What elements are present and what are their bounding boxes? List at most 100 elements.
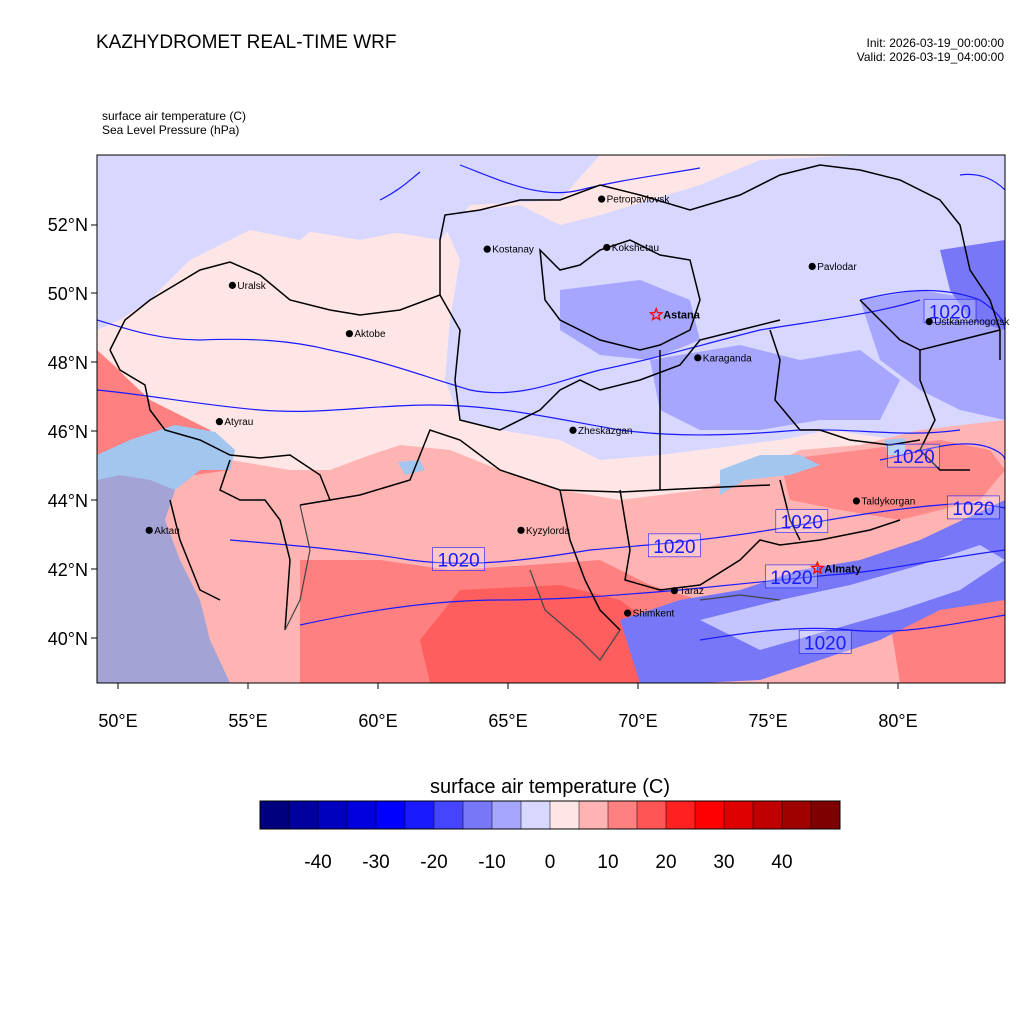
isobar-label: 1020	[770, 568, 812, 589]
city-label: Karaganda	[703, 353, 752, 364]
colorbar-swatch	[724, 801, 754, 829]
city-label: Taraz	[679, 586, 703, 597]
city-label: Taldykorgan	[861, 497, 915, 508]
colorbar-swatch	[434, 801, 464, 829]
axis-ticks	[91, 224, 899, 689]
field-temperature: surface air temperature (C)	[102, 109, 247, 123]
lon-label: 70°E	[618, 711, 657, 731]
lon-label: 50°E	[98, 711, 137, 731]
isobar-label-box	[432, 547, 485, 571]
lat-label: 52°N	[48, 215, 88, 235]
colorbar-swatch	[695, 801, 725, 829]
lon-label: 80°E	[878, 711, 917, 731]
city-dot-icon	[228, 281, 236, 289]
city-label: Almaty	[824, 563, 862, 575]
lat-label: 40°N	[48, 629, 88, 649]
city-label: Uralsk	[237, 281, 266, 292]
colorbar-tick-label: 40	[771, 852, 792, 873]
city-label: Kostanay	[492, 245, 534, 256]
colorbar-swatch	[782, 801, 812, 829]
map-title: KAZHYDROMET REAL-TIME WRF	[96, 32, 397, 53]
city-label: Aktobe	[354, 329, 386, 340]
lon-label: 75°E	[748, 711, 787, 731]
colorbar-tick-label: -20	[420, 852, 447, 873]
neighbor-borders	[284, 504, 781, 661]
colorbar-swatch	[463, 801, 493, 829]
isobar-label-box	[775, 509, 829, 534]
colorbar-swatch	[550, 801, 580, 829]
colorbar-swatch	[666, 801, 696, 829]
city-markers: Petropavlovsk Kostanay Kokshetau Pavlodar Ur…	[145, 195, 1010, 620]
colorbar-tick-label: 20	[655, 852, 676, 873]
colorbar-title: surface air temperature (C)	[429, 776, 671, 798]
isobar-label-box	[887, 443, 940, 468]
isobar-label: 1020	[929, 302, 971, 323]
city-label: Zheskazgan	[578, 426, 632, 437]
colorbar-swatch	[811, 801, 841, 829]
colorbar-swatch	[492, 801, 522, 829]
isobar-label-box	[648, 533, 701, 558]
colorbar-swatch	[521, 801, 551, 829]
field-descriptions: surface air temperature (C) Sea Level Pr…	[102, 109, 246, 137]
colorbar-swatch	[579, 801, 609, 829]
isobar-label-box	[947, 495, 1000, 520]
city-label: Ustkamenogorsk	[934, 317, 1010, 328]
isobar-label: 1020	[781, 513, 823, 534]
map-frame	[96, 154, 1006, 684]
capital-star-icon	[648, 306, 664, 322]
city-dot-icon	[569, 426, 577, 434]
colorbar-tick-labels: -40 -30 -20 -10 0 10 20 30 40	[304, 852, 792, 873]
isobar-label: 1020	[892, 447, 934, 468]
colorbar-tick-label: 0	[545, 852, 556, 873]
city-label: Pavlodar	[817, 262, 857, 273]
city-dot-icon	[598, 195, 606, 203]
city-dot-icon	[852, 497, 861, 505]
latitude-labels: 52°N 50°N 48°N 46°N 44°N 42°N 40°N	[48, 215, 88, 649]
isobar-label-box	[923, 298, 977, 323]
city-dot-icon	[925, 318, 933, 326]
colorbar-tick-label: -10	[478, 852, 505, 873]
colorbar-tick-label: 30	[713, 852, 734, 873]
isobar-label-box	[798, 630, 852, 654]
colorbar-swatch	[608, 801, 638, 829]
city-label: Astana	[663, 310, 701, 322]
city-dot-icon	[145, 526, 153, 534]
isobar-label: 1020	[952, 499, 994, 520]
init-time: Init: 2026-03-19_00:00:00	[866, 36, 1004, 50]
city-dot-icon	[670, 587, 679, 595]
city-dot-icon	[808, 262, 816, 270]
valid-time: Valid: 2026-03-19_04:00:00	[856, 50, 1004, 64]
colorbar-swatch	[405, 801, 435, 829]
colorbar-tick-label: 10	[597, 852, 618, 873]
city-label: Kyzylorda	[526, 526, 570, 537]
city-label: Shimkent	[633, 609, 675, 620]
city-label: Petropavlovsk	[607, 195, 671, 206]
city-label: Aktau	[154, 526, 180, 537]
borders	[109, 164, 1001, 631]
city-dot-icon	[483, 245, 491, 253]
colorbar-swatch	[260, 801, 290, 829]
isobar-label: 1020	[437, 551, 479, 572]
colorbar-swatch	[753, 801, 783, 829]
lat-label: 44°N	[48, 491, 88, 511]
lat-label: 48°N	[48, 353, 88, 373]
lat-label: 50°N	[48, 284, 88, 304]
lon-label: 60°E	[358, 711, 397, 731]
colorbar-swatch	[318, 801, 348, 829]
field-pressure: Sea Level Pressure (hPa)	[102, 123, 240, 137]
city-dot-icon	[624, 609, 632, 617]
city-dot-icon	[603, 243, 611, 252]
lat-label: 46°N	[48, 422, 88, 442]
city-dot-icon	[694, 354, 702, 362]
isobar-label-box	[765, 564, 818, 589]
isobar-label: 1020	[653, 537, 695, 558]
lon-label: 55°E	[228, 711, 267, 731]
lon-label: 65°E	[488, 711, 527, 731]
city-label: Atyrau	[224, 417, 253, 428]
isobar-labels: 1020 1020 1020 1020 1020 1020 1020 1020	[432, 298, 1000, 654]
colorbar-swatch	[347, 801, 377, 829]
colorbar-tick-label: -40	[304, 852, 331, 873]
run-time-info: Init: 2026-03-19_00:00:00 Valid: 2026-03…	[857, 36, 1004, 64]
colorbar-swatch	[376, 801, 406, 829]
